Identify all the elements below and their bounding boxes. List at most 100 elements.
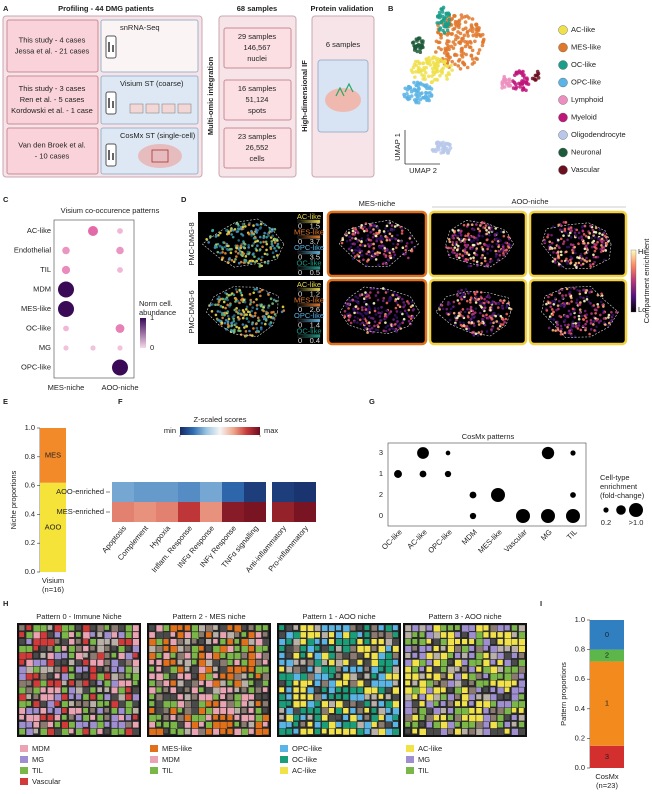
cell bbox=[198, 707, 206, 715]
tissue-spot bbox=[376, 253, 379, 257]
cell bbox=[132, 686, 140, 695]
tissue-spot bbox=[241, 222, 245, 226]
cell bbox=[233, 645, 241, 652]
cell bbox=[433, 721, 441, 729]
cell bbox=[155, 680, 163, 687]
tissue-spot bbox=[255, 304, 259, 307]
tissue-spot bbox=[239, 291, 243, 295]
cell bbox=[433, 707, 441, 716]
cell bbox=[349, 714, 358, 722]
umap-point bbox=[475, 57, 479, 61]
cell bbox=[364, 624, 370, 631]
tissue-spot bbox=[456, 244, 460, 248]
tissue-spot bbox=[593, 329, 596, 332]
cell bbox=[262, 652, 271, 661]
cell bbox=[300, 666, 307, 673]
umap-point bbox=[460, 16, 464, 20]
tissue-spot bbox=[374, 258, 378, 261]
cell bbox=[132, 693, 140, 701]
cell bbox=[226, 645, 234, 653]
cell bbox=[33, 686, 41, 695]
tissue-spot bbox=[472, 256, 475, 260]
tissue-spot bbox=[448, 311, 452, 314]
cell bbox=[300, 631, 307, 639]
cell bbox=[285, 645, 294, 654]
legend-swatch bbox=[406, 767, 414, 774]
tissue-spot bbox=[557, 262, 561, 266]
samples-text: nuclei bbox=[247, 54, 267, 63]
tissue-spot bbox=[224, 229, 228, 232]
tissue-spot bbox=[465, 251, 469, 254]
image-frame bbox=[147, 623, 271, 737]
inset-tick: 0 bbox=[298, 320, 302, 329]
cell bbox=[241, 666, 247, 673]
cell bbox=[54, 645, 62, 653]
bubble bbox=[469, 512, 477, 520]
cell bbox=[212, 624, 219, 631]
cell bbox=[482, 680, 489, 687]
cell bbox=[454, 666, 461, 672]
cell bbox=[241, 631, 247, 638]
cell bbox=[454, 721, 461, 728]
umap-point bbox=[413, 75, 417, 79]
tissue-spot bbox=[475, 260, 479, 264]
tissue-spot bbox=[571, 248, 574, 252]
y-tick-label: 0.0 bbox=[575, 763, 585, 772]
tissue-spot bbox=[393, 314, 397, 317]
cell bbox=[233, 707, 241, 715]
tissue-spot bbox=[599, 247, 603, 251]
cell bbox=[205, 693, 213, 702]
tissue-spot bbox=[237, 239, 240, 242]
legend-label: Vascular bbox=[571, 165, 600, 174]
cell bbox=[61, 638, 69, 646]
umap-point bbox=[406, 84, 411, 89]
tissue-spot bbox=[494, 227, 498, 230]
cell bbox=[511, 659, 518, 666]
cell bbox=[447, 721, 456, 730]
cell bbox=[111, 714, 119, 723]
umap-point bbox=[500, 81, 504, 86]
cell bbox=[184, 686, 190, 693]
tissue-spot bbox=[564, 294, 568, 297]
cell bbox=[278, 707, 285, 714]
tissue-spot bbox=[552, 251, 555, 254]
cell bbox=[314, 693, 322, 702]
cell bbox=[155, 652, 162, 659]
umap-point bbox=[446, 43, 450, 48]
cell bbox=[490, 624, 498, 633]
cell bbox=[371, 693, 378, 700]
cell bbox=[177, 693, 184, 700]
tissue-spot bbox=[238, 301, 241, 305]
tissue-spot bbox=[368, 245, 371, 248]
segment-label: 1 bbox=[605, 699, 609, 708]
umap-point bbox=[470, 62, 475, 66]
cell bbox=[226, 624, 233, 631]
umap-point bbox=[431, 55, 436, 60]
cell bbox=[293, 624, 299, 631]
tissue-spot bbox=[244, 225, 247, 228]
cell bbox=[33, 666, 40, 674]
cell bbox=[40, 659, 47, 666]
cell bbox=[25, 714, 34, 723]
tissue-spot bbox=[477, 234, 481, 238]
umap-point bbox=[440, 10, 445, 14]
legend-swatch bbox=[558, 112, 568, 123]
cell bbox=[278, 728, 286, 736]
cell bbox=[490, 721, 498, 729]
tissue-spot bbox=[602, 231, 606, 235]
column-label: Vascular bbox=[502, 527, 529, 554]
cell bbox=[68, 700, 75, 707]
tissue-spot bbox=[484, 264, 487, 268]
cell bbox=[447, 624, 454, 631]
tissue-spot bbox=[361, 308, 364, 312]
tissue-spot bbox=[584, 322, 587, 326]
tissue-spot bbox=[372, 247, 376, 250]
umap-point bbox=[450, 68, 454, 72]
cell bbox=[111, 638, 119, 647]
tissue-spot bbox=[220, 321, 224, 324]
cell bbox=[262, 624, 269, 631]
y-tick-label: 1.0 bbox=[575, 615, 585, 624]
cell bbox=[440, 638, 448, 646]
cell bbox=[233, 652, 241, 660]
tissue-spot bbox=[586, 248, 589, 252]
